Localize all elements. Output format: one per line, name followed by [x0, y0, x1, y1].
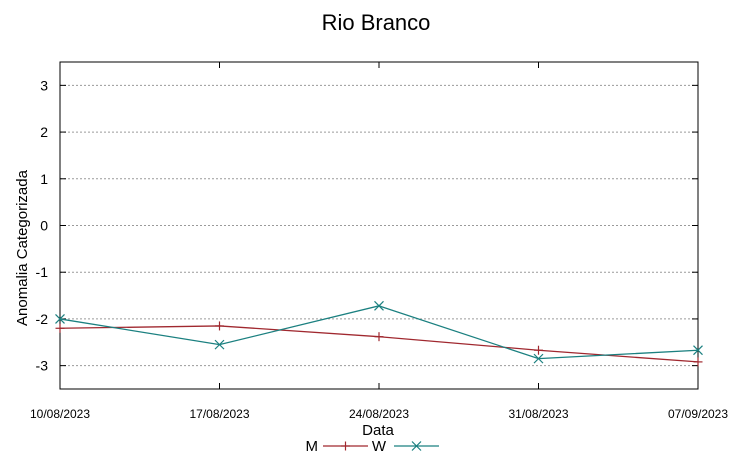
legend-marker-M — [341, 441, 350, 451]
data-point-M — [534, 345, 543, 355]
grid-lines — [60, 84, 698, 367]
y-axis: 3 2 1 0 -1 -2 -3 — [36, 77, 698, 374]
data-point-W — [533, 353, 544, 364]
y-axis-label: Anomalia Categorizada — [14, 169, 31, 326]
y-tick-label: -3 — [36, 358, 49, 374]
y-tick-label: -1 — [36, 264, 49, 280]
data-point-W — [374, 300, 384, 311]
data-point-M — [374, 332, 384, 342]
y-tick-label: 3 — [40, 77, 48, 93]
legend-marker-W — [411, 441, 422, 451]
data-point-M — [215, 321, 224, 331]
y-tick-label: -2 — [36, 311, 49, 327]
data-point-W — [693, 345, 703, 356]
legend-label-W: W — [372, 438, 387, 455]
data-point-M — [55, 323, 65, 333]
series-line-M — [59, 325, 699, 363]
y-tick-label: 1 — [40, 171, 48, 187]
x-axis-label: Data — [362, 422, 394, 439]
x-axis: 10/08/2023 17/08/2023 24/08/2023 31/08/2023… — [30, 62, 728, 421]
x-tick-label: 24/08/2023 — [349, 407, 409, 421]
x-tick-label: 17/08/2023 — [189, 407, 249, 421]
legend-label-M: M — [306, 438, 319, 455]
y-tick-label: 0 — [40, 218, 48, 234]
data-point-W — [214, 339, 225, 350]
y-tick-label: 2 — [40, 124, 48, 140]
series-group — [55, 300, 703, 367]
x-tick-label: 31/08/2023 — [508, 407, 568, 421]
chart-title: Rio Branco — [322, 10, 431, 35]
x-tick-label: 10/08/2023 — [30, 407, 90, 421]
x-tick-label: 07/09/2023 — [668, 407, 728, 421]
data-point-W — [55, 314, 65, 324]
data-point-M — [693, 357, 703, 367]
